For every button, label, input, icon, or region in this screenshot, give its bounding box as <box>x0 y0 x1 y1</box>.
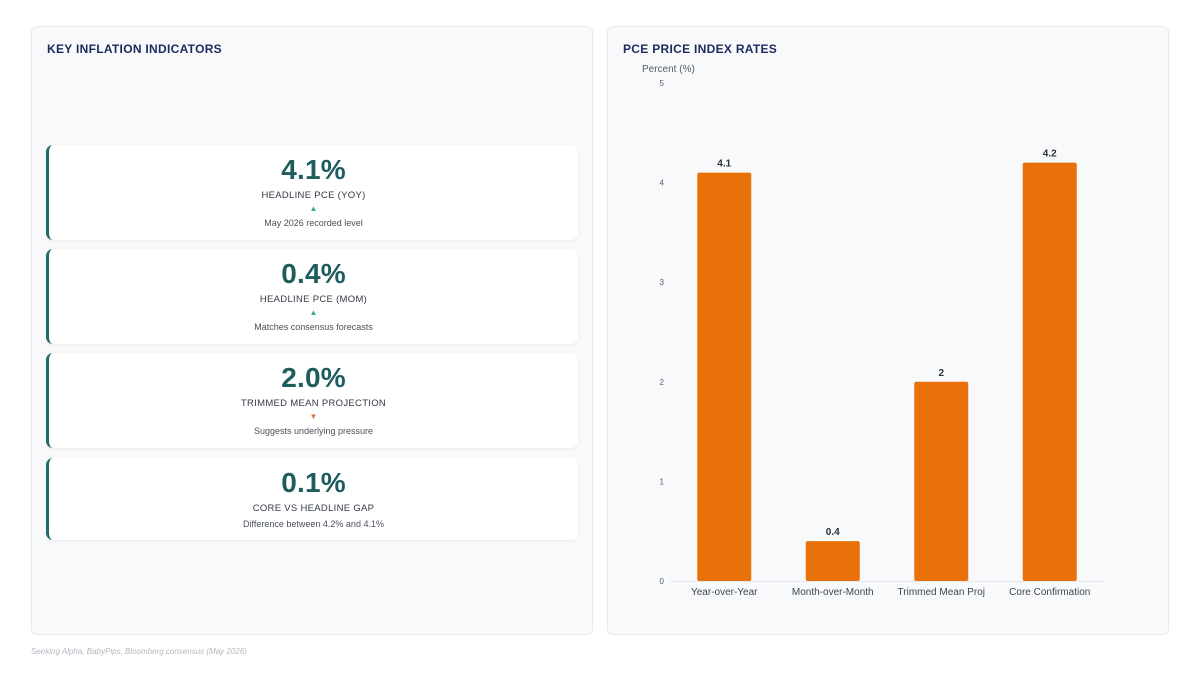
kpi-label: HEADLINE PCE (YOY) <box>261 190 366 201</box>
kpi-value: 0.4% <box>281 258 346 289</box>
bar-chart: Percent (%) 0 1 2 3 4 5 4.1 Year-over-Year 0.4 Mon… <box>642 64 1104 598</box>
y-tick-label: 0 <box>660 577 665 586</box>
y-tick-label: 5 <box>660 79 665 88</box>
x-tick-label: Trimmed Mean Proj <box>898 587 985 598</box>
kpi-label: TRIMMED MEAN PROJECTION <box>240 398 387 409</box>
kpi-value: 4.1% <box>281 154 346 185</box>
panel-title: KEY INFLATION INDICATORS <box>47 42 222 56</box>
y-tick-label: 3 <box>660 278 665 287</box>
data-label: 4.2 <box>1043 149 1057 160</box>
bar <box>697 172 752 581</box>
kpi-note: Difference between 4.2% and 4.1% <box>243 519 384 529</box>
bar <box>1022 162 1077 581</box>
arrow-down-icon: ▼ <box>309 412 318 421</box>
arrow-up-icon: ▲ <box>309 204 318 213</box>
panel-title: PCE PRICE INDEX RATES <box>623 42 778 56</box>
source-note: Seeking Alpha, BabyPips, Bloomberg conse… <box>31 647 247 656</box>
data-label: 4.1 <box>717 159 731 170</box>
y-tick-label: 2 <box>660 378 665 387</box>
pce-rates-panel: PCE PRICE INDEX RATES Percent (%) 0 1 2 3 4 5 4… <box>607 26 1169 635</box>
x-tick-label: Month-over-Month <box>792 587 874 598</box>
data-label: 0.4 <box>826 527 840 538</box>
kpi-card-trimmed-mean: 2.0% TRIMMED MEAN PROJECTION ▼ Suggests … <box>46 353 578 448</box>
key-indicators-panel: KEY INFLATION INDICATORS 4.1% HEADLINE P… <box>31 26 593 635</box>
kpi-card-core-gap: 0.1% CORE VS HEADLINE GAP Difference bet… <box>46 458 578 540</box>
data-label: 2 <box>938 368 944 379</box>
y-tick-label: 1 <box>660 477 665 486</box>
kpi-note: May 2026 recorded level <box>264 218 363 228</box>
y-axis-label: Percent (%) <box>642 64 695 75</box>
kpi-note: Matches consensus forecasts <box>254 322 373 332</box>
y-tick-label: 4 <box>660 179 665 188</box>
kpi-label: HEADLINE PCE (MOM) <box>259 294 368 305</box>
kpi-card-headline-yoy: 4.1% HEADLINE PCE (YOY) ▲ May 2026 recor… <box>46 145 578 240</box>
bar <box>914 381 969 581</box>
kpi-label: CORE VS HEADLINE GAP <box>252 503 375 514</box>
x-tick-label: Year-over-Year <box>691 587 758 598</box>
x-tick-label: Core Confirmation <box>1009 587 1090 598</box>
kpi-card-headline-mom: 0.4% HEADLINE PCE (MOM) ▲ Matches consen… <box>46 249 578 344</box>
arrow-up-icon: ▲ <box>309 308 318 317</box>
bar <box>805 541 860 581</box>
kpi-value: 0.1% <box>281 467 346 498</box>
kpi-value: 2.0% <box>281 362 346 393</box>
kpi-note: Suggests underlying pressure <box>253 426 374 436</box>
